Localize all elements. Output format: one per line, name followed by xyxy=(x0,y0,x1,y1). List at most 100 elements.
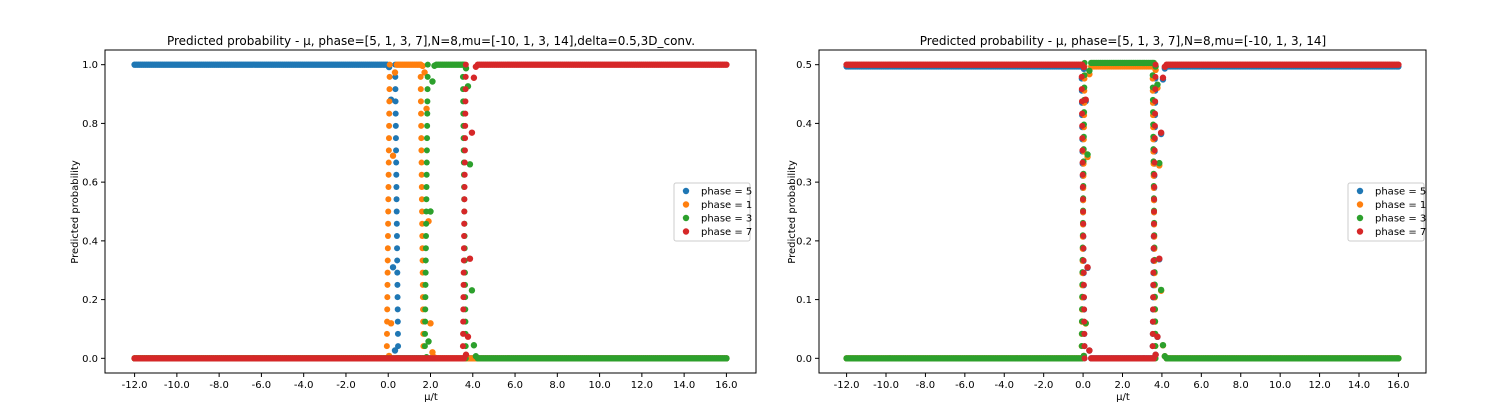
data-point xyxy=(1080,245,1087,252)
legend-marker xyxy=(1356,228,1364,235)
y-axis: 0.0 0.2 0.4 0.6 0.8 1.0 xyxy=(82,60,105,365)
legend-marker xyxy=(1356,201,1364,208)
data-point xyxy=(1150,232,1157,239)
data-point xyxy=(460,306,467,313)
data-point xyxy=(1080,220,1087,227)
legend-marker xyxy=(682,187,690,195)
data-point xyxy=(1151,147,1158,154)
y-tick-label: 0.2 xyxy=(82,295,98,306)
data-point xyxy=(1159,341,1167,349)
data-point xyxy=(424,73,431,80)
x-tick-label: 4.0 xyxy=(465,380,481,391)
y-axis-label: Predicted probability xyxy=(787,160,798,264)
data-point xyxy=(1084,151,1091,158)
data-point xyxy=(384,269,391,276)
data-point xyxy=(1150,306,1157,313)
data-point xyxy=(423,159,430,166)
data-point xyxy=(461,220,468,227)
data-point xyxy=(1079,135,1086,142)
data-point xyxy=(460,269,467,276)
x-tick-label: 2.0 xyxy=(423,380,439,391)
data-point xyxy=(389,264,397,271)
data-point xyxy=(1081,306,1088,313)
data-point xyxy=(429,78,436,85)
x-tick-label: -4.0 xyxy=(294,380,314,391)
data-point xyxy=(461,159,468,166)
data-point xyxy=(1086,67,1093,74)
data-point xyxy=(1156,255,1163,262)
plot-area xyxy=(131,61,730,362)
data-point xyxy=(461,232,468,239)
series-4 xyxy=(843,61,1402,362)
plot-frame xyxy=(818,49,1427,374)
data-point xyxy=(1078,61,1085,68)
data-point xyxy=(427,208,434,215)
data-point xyxy=(1080,269,1087,276)
y-tick-label: 0.0 xyxy=(82,354,98,365)
data-point xyxy=(423,208,430,215)
chart-title: Predicted probability - μ, phase=[5, 1, … xyxy=(920,34,1326,48)
data-point xyxy=(1081,318,1088,325)
data-point xyxy=(1080,281,1087,288)
data-point xyxy=(391,347,399,354)
data-point xyxy=(418,171,425,178)
data-point xyxy=(1395,61,1402,68)
data-point xyxy=(1150,245,1157,252)
data-point xyxy=(423,105,430,112)
data-point xyxy=(468,129,476,136)
data-point xyxy=(427,320,434,327)
data-point xyxy=(393,220,400,227)
data-point xyxy=(1151,122,1158,129)
x-tick-label: 0.0 xyxy=(380,380,396,391)
data-point xyxy=(386,110,393,117)
x-tick-label: -10.0 xyxy=(164,380,190,391)
data-point xyxy=(1159,74,1167,81)
x-tick-label: -12.0 xyxy=(122,380,148,391)
data-point xyxy=(1150,269,1157,276)
data-point xyxy=(392,98,399,105)
data-point xyxy=(423,147,430,154)
x-tick-label: 6.0 xyxy=(507,380,523,391)
data-point xyxy=(393,184,400,191)
data-point xyxy=(1152,61,1159,68)
data-point xyxy=(1079,171,1086,178)
x-tick-label: 10.0 xyxy=(1269,380,1291,391)
legend-box xyxy=(673,182,751,242)
data-point xyxy=(466,161,474,168)
x-tick-label: -2.0 xyxy=(336,380,356,391)
data-point xyxy=(1078,98,1085,105)
x-tick-label: -12.0 xyxy=(834,380,860,391)
data-point xyxy=(417,61,424,68)
data-point xyxy=(460,330,467,337)
x-tick-label: -6.0 xyxy=(955,380,975,391)
data-point xyxy=(460,257,467,264)
data-point xyxy=(394,318,401,325)
data-point xyxy=(386,98,393,105)
legend-marker xyxy=(1356,214,1364,222)
data-point xyxy=(1079,196,1086,203)
data-point xyxy=(1151,184,1158,191)
data-point xyxy=(422,294,429,301)
data-point xyxy=(1154,333,1161,340)
data-point xyxy=(462,61,469,68)
data-point xyxy=(425,338,432,345)
data-point xyxy=(462,98,469,105)
data-point xyxy=(422,318,429,325)
data-point xyxy=(1080,232,1087,239)
data-point xyxy=(424,86,431,93)
data-point xyxy=(1157,129,1165,136)
x-tick-label: 16.0 xyxy=(715,380,737,391)
data-point xyxy=(461,171,468,178)
data-point xyxy=(461,147,468,154)
data-point xyxy=(1151,196,1158,203)
x-tick-label: 14.0 xyxy=(1348,380,1370,391)
data-point xyxy=(460,294,467,301)
data-point xyxy=(384,294,391,301)
data-point xyxy=(1152,98,1159,105)
data-point xyxy=(1156,159,1163,167)
data-point xyxy=(385,159,392,166)
legend-marker xyxy=(1356,187,1364,195)
data-point xyxy=(1150,281,1157,288)
data-point xyxy=(394,269,401,276)
data-point xyxy=(462,86,469,93)
